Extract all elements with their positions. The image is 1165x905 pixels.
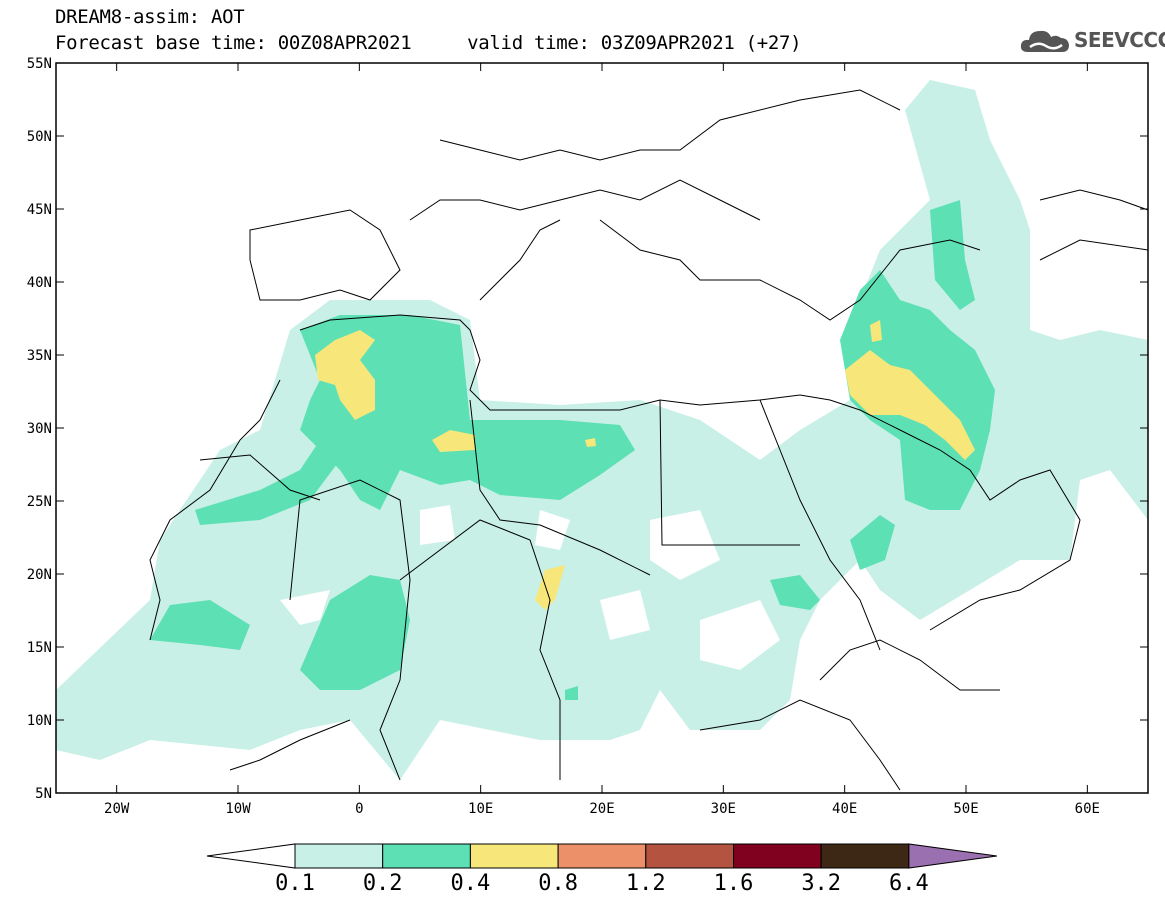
colorbar-left-arrow [206,843,296,869]
forecast-time-line: Forecast base time: 00Z08APR2021 valid t… [55,32,802,54]
lat-label: 35N [27,348,52,364]
lon-label: 20W [104,801,130,817]
lat-label: 40N [27,275,52,291]
colorbar-labels: 0.1 0.2 0.4 0.8 1.2 1.6 3.2 6.4 [275,871,929,896]
colorbar-box [820,843,910,869]
seevccc-logo: SEEVCCC [1018,24,1165,58]
aot-clear-zones [280,505,780,670]
colorbar-box [557,843,647,869]
lat-label: 10N [27,713,52,729]
map-title: DREAM8-assim: AOT [55,6,245,28]
colorbar-right-arrow [908,843,997,869]
lat-label: 55N [27,56,52,72]
latitude-axis: 55N 50N 45N 40N 35N 30N 25N 20N 15N 10N 5N [27,56,1148,802]
colorbar-label: 0.2 [363,871,403,896]
lon-label: 20E [589,801,614,817]
colorbar-box [382,843,471,869]
aot-contours [56,80,1148,780]
colorbar-boxes [206,843,997,869]
colorbar-box [645,843,734,869]
lat-label: 15N [27,640,52,656]
lat-label: 25N [27,494,52,510]
lon-label: 30E [711,801,736,817]
colorbar-label: 1.2 [626,871,666,896]
cloud-icon [1020,30,1069,52]
colorbar-box [469,843,559,869]
lat-label: 30N [27,421,52,437]
colorbar-label: 0.1 [275,871,315,896]
lon-label: 0 [355,801,363,817]
country-borders [149,89,1148,791]
lon-label: 40E [832,801,857,817]
lon-label: 10W [225,801,251,817]
lat-label: 5N [35,786,52,802]
colorbar-label: 0.4 [451,871,491,896]
colorbar-box [294,843,384,869]
lat-label: 45N [27,202,52,218]
lat-label: 20N [27,567,52,583]
colorbar-label: 3.2 [801,871,841,896]
colorbar-label: 1.6 [714,871,754,896]
lon-label: 10E [468,801,493,817]
logo-text: SEEVCCC [1074,28,1165,52]
lon-label: 60E [1075,801,1100,817]
aot-level-0.4 [315,320,975,610]
longitude-axis: 20W 10W 0 10E 20E 30E 40E 50E 60E [104,63,1100,817]
lon-label: 50E [953,801,978,817]
lat-label: 50N [27,129,52,145]
colorbar-label: 0.8 [538,871,578,896]
colorbar-label: 6.4 [889,871,929,896]
colorbar-box [733,843,822,869]
